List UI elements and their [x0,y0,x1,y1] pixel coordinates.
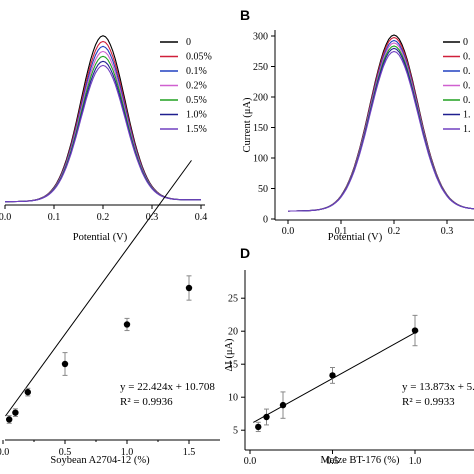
y-tick-label: 50 [258,184,268,195]
panel-b-curves [287,34,474,212]
panel-c-points [6,275,193,424]
fit-line [253,330,419,423]
y-tick-label: 200 [253,93,268,104]
x-tick-label: 1.0 [121,447,134,458]
legend-label-6: 1.5% [186,124,207,135]
panel-d-x-label: Maize BT-176 (%) [321,455,400,466]
legend-label-0: 0 [463,37,468,48]
legend-label-5: 1. [463,110,471,121]
y-tick-label: 15 [228,360,238,371]
legend-label-4: 0.5% [186,95,207,106]
panel-c-x-label: Soybean A2704-12 (%) [50,455,150,466]
x-tick-label: 1.5 [183,447,196,458]
panel-d-x-ticks: 0.0 0.5 1.0 [244,450,422,467]
panel-d-label: D [240,245,250,261]
panel-c-x-ticks: 0.0 0.5 1.0 1.5 [0,440,195,458]
data-point [123,321,131,328]
x-tick-label: 0.5 [326,456,339,467]
legend-label-2: 0. [463,66,471,77]
legend-label-0: 0 [186,37,191,48]
x-tick-label: 0.3 [146,212,159,223]
panel-a-x-label: Potential (V) [73,232,128,243]
data-point [12,409,19,416]
legend-label-1: 0.05% [186,52,212,63]
x-tick-label: 0.0 [0,447,9,458]
panel-a: 0.0 0.1 0.2 0.3 0.4 Potential (V) 0 0.05% 0.1%… [0,35,212,243]
curve-6 [287,50,474,212]
y-tick-label: 100 [253,154,268,165]
panel-c-r2: R² = 0.9936 [120,396,173,408]
fit-line [5,160,192,417]
panel-d: D 0.0 0.5 1.0 5 10 15 20 25 y = 13.873x + 5. R… [224,245,474,467]
data-point [24,388,31,396]
y-tick-label: 10 [228,393,238,404]
legend-label-6: 1. [463,124,471,135]
y-tick-label: 20 [228,327,238,338]
curve-5 [5,60,201,203]
panel-b-label: B [240,7,250,23]
legend-label-5: 1.0% [186,110,207,121]
x-tick-label: 0.0 [244,456,257,467]
panel-d-fit [253,330,419,423]
legend-label-1: 0. [463,52,471,63]
legend-label-4: 0. [463,95,471,106]
panel-b-x-ticks: 0.0 0.1 0.2 0.3 [282,220,454,237]
x-tick-label: 0.2 [97,212,110,223]
y-tick-label: 300 [253,32,268,43]
panel-a-x-ticks: 0.0 0.1 0.2 0.3 0.4 [0,205,207,223]
panel-c: 0.0 0.5 1.0 1.5 y = 22.424x + 10.708 R² = 0… [0,160,220,466]
data-point [263,413,270,421]
x-tick-label: 0.0 [282,226,295,237]
y-tick-label: 25 [228,294,238,305]
curve-6 [5,64,201,203]
panel-a-curves [5,35,201,203]
panel-b-x-label: Potential (V) [328,232,383,243]
panel-c-equation: y = 22.424x + 10.708 [120,381,215,393]
y-tick-label: 5 [233,426,238,437]
panel-a-legend: 0 0.05% 0.1% 0.2% 0.5% 1.0% 1.5% [160,37,212,135]
panel-b-legend: 0 0. 0. 0. 0. 1. 1. [443,37,471,135]
x-tick-label: 0.0 [0,212,11,223]
panel-d-r2: R² = 0.9933 [402,396,455,408]
legend-label-3: 0. [463,81,471,92]
data-point [279,401,287,409]
x-tick-label: 0.5 [59,447,72,458]
data-point [185,284,193,292]
curve-0 [5,35,201,203]
panel-d-y-label: ΔI (μA) [224,338,235,372]
panel-d-points [255,314,419,433]
y-tick-label: 150 [253,123,268,134]
curve-3 [5,50,201,203]
legend-label-2: 0.1% [186,66,207,77]
panel-d-y-ticks: 5 10 15 20 25 [228,294,245,437]
x-tick-label: 0.1 [48,212,61,223]
data-point [329,372,336,379]
data-point [411,327,419,334]
x-tick-label: 1.0 [409,456,422,467]
panel-b-y-ticks: 0 50 100 150 200 250 300 [253,32,275,226]
panel-d-equation: y = 13.873x + 5. [402,381,474,393]
data-point [255,423,262,431]
data-point [61,360,69,368]
data-point [6,416,13,423]
x-tick-label: 0.1 [335,226,348,237]
legend-label-3: 0.2% [186,81,207,92]
x-tick-label: 0.2 [388,226,401,237]
x-tick-label: 0.3 [441,226,454,237]
y-tick-label: 0 [263,215,268,226]
y-tick-label: 250 [253,62,268,73]
x-tick-label: 0.4 [195,212,208,223]
panel-c-fit [5,160,192,417]
panel-b-y-label: Current (μA) [242,97,253,152]
curve-2 [5,45,201,203]
